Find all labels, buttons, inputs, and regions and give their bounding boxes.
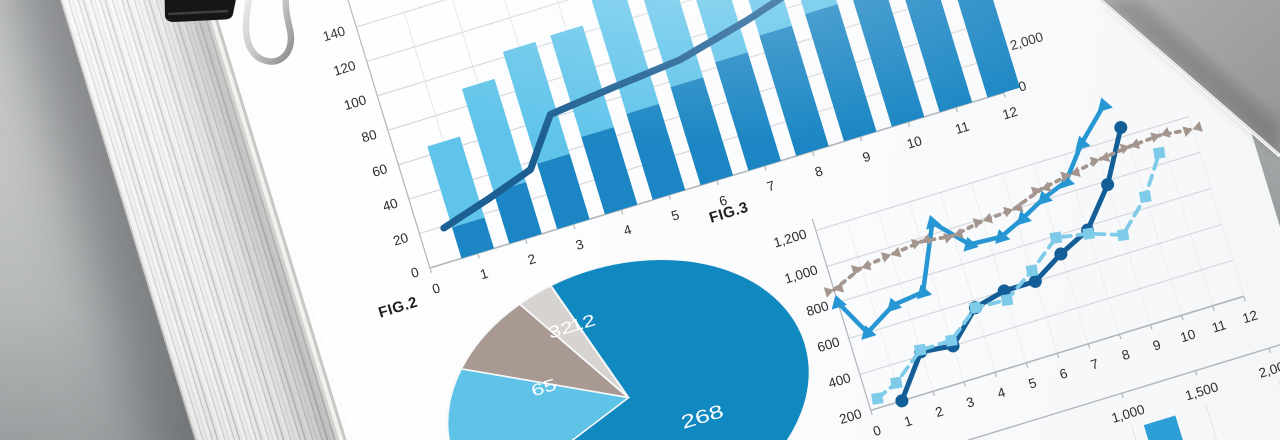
clip-body-highlight — [167, 9, 229, 16]
clip-body — [164, 0, 236, 22]
svg-text:1,500: 1,500 — [1183, 379, 1220, 403]
svg-text:7: 7 — [1089, 356, 1101, 373]
svg-text:800: 800 — [805, 298, 831, 319]
svg-text:3: 3 — [965, 394, 977, 411]
svg-text:1: 1 — [902, 413, 914, 430]
svg-text:20: 20 — [391, 230, 410, 249]
svg-text:9: 9 — [1151, 337, 1163, 354]
svg-text:9: 9 — [861, 149, 873, 166]
svg-text:2,000: 2,000 — [1257, 357, 1280, 381]
svg-text:1: 1 — [478, 266, 490, 283]
svg-text:200: 200 — [838, 406, 864, 427]
svg-text:2: 2 — [933, 404, 945, 421]
svg-text:7: 7 — [765, 178, 777, 195]
svg-text:10: 10 — [1179, 327, 1198, 346]
svg-text:6: 6 — [1058, 366, 1070, 383]
binder-clip — [164, 0, 295, 65]
svg-text:400: 400 — [827, 370, 853, 391]
clip-wire-handle — [242, 0, 295, 65]
svg-text:40: 40 — [381, 196, 400, 215]
svg-text:0: 0 — [430, 280, 442, 297]
svg-text:1,200: 1,200 — [772, 226, 809, 250]
svg-text:0: 0 — [409, 264, 421, 281]
desk-corner-surface — [1098, 0, 1280, 158]
svg-text:80: 80 — [360, 127, 379, 146]
svg-text:11: 11 — [1210, 317, 1228, 335]
svg-text:0: 0 — [871, 423, 883, 440]
svg-text:5: 5 — [1027, 375, 1039, 392]
svg-text:0: 0 — [1017, 78, 1029, 95]
svg-text:6: 6 — [717, 193, 729, 210]
svg-text:600: 600 — [816, 334, 842, 355]
svg-text:3: 3 — [574, 236, 586, 253]
svg-text:1,000: 1,000 — [783, 262, 820, 286]
svg-text:4: 4 — [622, 222, 634, 239]
svg-text:2,000: 2,000 — [1008, 29, 1045, 53]
svg-text:4: 4 — [996, 384, 1008, 401]
svg-text:5: 5 — [670, 207, 682, 224]
svg-text:12: 12 — [1001, 104, 1020, 123]
svg-text:10: 10 — [905, 133, 924, 152]
svg-text:140: 140 — [321, 23, 347, 44]
svg-text:1,000: 1,000 — [1110, 402, 1147, 426]
svg-text:60: 60 — [370, 161, 389, 180]
svg-text:100: 100 — [342, 92, 368, 113]
charts-canvas: 012345678910111202040608010012014002,000… — [321, 0, 1280, 440]
svg-text:11: 11 — [953, 119, 971, 137]
page-edge-shade — [1099, 0, 1279, 155]
svg-text:8: 8 — [813, 163, 825, 180]
svg-text:8: 8 — [1120, 347, 1132, 364]
svg-text:2: 2 — [526, 251, 538, 268]
svg-text:12: 12 — [1241, 308, 1260, 327]
svg-text:120: 120 — [332, 58, 358, 79]
